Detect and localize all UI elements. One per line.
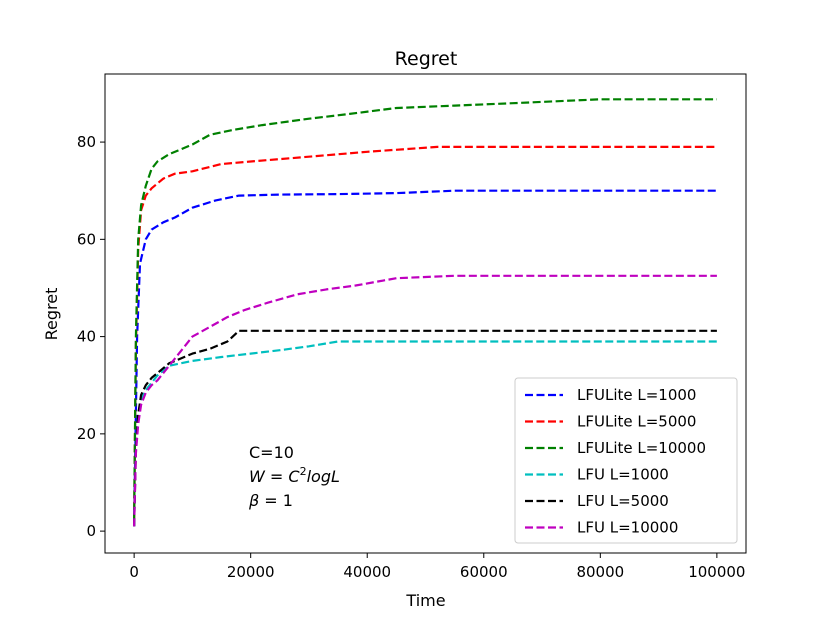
x-axis-title: Time bbox=[405, 591, 445, 610]
series-line-1 bbox=[133, 189, 717, 527]
x-tick-label-0: 0 bbox=[129, 563, 139, 581]
y-tick-label-3: 60 bbox=[77, 230, 96, 248]
legend-frame bbox=[514, 377, 738, 544]
x-tick-label-5: 100000 bbox=[688, 563, 745, 581]
annotation-beta-var: β bbox=[248, 491, 259, 510]
legend-label-1: LFULite L=1000 bbox=[577, 386, 696, 404]
annotation-w-var: W bbox=[249, 467, 266, 486]
series-line-5 bbox=[133, 329, 717, 527]
series-line-2 bbox=[133, 145, 717, 522]
y-tick-label-2: 40 bbox=[77, 328, 96, 346]
legend: LFULite L=1000 LFULite L=5000 LFULite L=10… bbox=[514, 377, 738, 544]
annotation-beta-value: β = 1 bbox=[248, 491, 293, 510]
chart-title: Regret bbox=[395, 48, 458, 70]
annotation-c-sup: 2 bbox=[300, 465, 307, 478]
y-tick-label-1: 20 bbox=[77, 425, 96, 443]
legend-label-2: LFULite L=5000 bbox=[577, 413, 696, 431]
y-tick-label-0: 0 bbox=[86, 522, 96, 540]
series-layer bbox=[133, 98, 717, 527]
legend-label-6: LFU L=10000 bbox=[577, 519, 678, 537]
plot-frame bbox=[104, 73, 747, 554]
y-axis-title: Regret bbox=[42, 288, 61, 341]
legend-label-4: LFU L=1000 bbox=[577, 466, 669, 484]
annotation-log-l: logL bbox=[307, 467, 340, 486]
x-tick-label-3: 60000 bbox=[460, 563, 508, 581]
annotation-w-eq: = bbox=[265, 467, 289, 486]
legend-label-3: LFULite L=10000 bbox=[577, 439, 706, 457]
legend-items: LFULite L=1000 LFULite L=5000 LFULite L=10… bbox=[525, 386, 706, 537]
legend-label-5: LFU L=5000 bbox=[577, 492, 669, 510]
annotation-window-formula: W = C2logL bbox=[249, 465, 340, 486]
annotation-c-base: C bbox=[288, 467, 300, 486]
series-line-6 bbox=[133, 274, 717, 527]
series-line-3 bbox=[133, 98, 717, 522]
x-tick-label-4: 80000 bbox=[576, 563, 624, 581]
annotation-c-value: C=10 bbox=[249, 443, 294, 462]
annotation-box: C=10 W = C2logL β = 1 bbox=[248, 443, 340, 510]
ticks-layer: 0 20000 40000 60000 80000 100000 0 20 40 60 80 bbox=[77, 133, 746, 581]
annotation-beta-eq: = 1 bbox=[259, 491, 293, 510]
y-tick-label-4: 80 bbox=[77, 133, 96, 151]
series-line-4 bbox=[133, 340, 717, 527]
x-tick-label-2: 40000 bbox=[343, 563, 391, 581]
x-tick-label-1: 20000 bbox=[227, 563, 275, 581]
